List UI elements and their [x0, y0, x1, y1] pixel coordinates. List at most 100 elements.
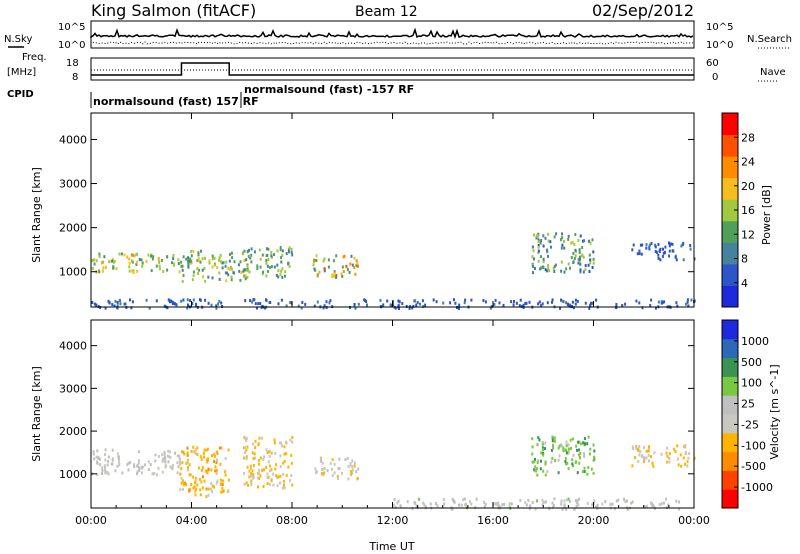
y-tick-label: 1000	[59, 266, 87, 279]
freq-label-line1: Freq.	[22, 52, 47, 63]
data-cell	[227, 448, 230, 452]
data-cell	[250, 247, 253, 251]
data-cell	[397, 303, 400, 307]
data-cell	[181, 479, 184, 483]
data-cell	[216, 458, 218, 462]
data-cell	[668, 241, 670, 245]
data-cell	[270, 451, 273, 455]
data-cell	[534, 465, 537, 469]
data-cell	[355, 259, 358, 263]
data-cell	[250, 260, 253, 264]
data-cell	[199, 493, 202, 497]
data-cell	[194, 451, 197, 455]
data-cell	[270, 250, 273, 254]
data-cell	[279, 474, 282, 478]
data-cell	[553, 436, 556, 440]
data-cell	[273, 253, 275, 257]
data-cell	[104, 306, 107, 310]
data-cell	[108, 301, 111, 305]
data-cell	[284, 270, 287, 274]
data-cell	[497, 501, 500, 505]
data-cell	[282, 479, 285, 483]
data-cell	[132, 271, 135, 275]
data-cell	[245, 436, 248, 440]
data-cell	[336, 474, 339, 478]
data-cell	[179, 488, 182, 492]
data-cell	[331, 273, 334, 277]
data-cell	[535, 236, 538, 240]
data-cell	[621, 304, 624, 307]
data-cell	[560, 246, 563, 250]
data-cell	[228, 267, 231, 271]
data-cell	[587, 435, 590, 439]
data-cell	[252, 464, 255, 467]
data-cell	[111, 259, 114, 263]
data-cell	[250, 479, 253, 483]
data-cell	[531, 501, 534, 504]
data-cell	[592, 250, 595, 254]
data-cell	[424, 303, 427, 307]
data-cell	[275, 274, 278, 277]
data-cell	[397, 299, 400, 303]
data-cell	[531, 452, 534, 456]
data-cell	[222, 489, 225, 493]
data-cell	[533, 468, 536, 472]
data-cell	[323, 257, 326, 261]
data-cell	[313, 304, 316, 308]
data-cell	[589, 447, 592, 451]
data-cell	[657, 300, 660, 304]
data-cell	[351, 263, 354, 267]
data-cell	[276, 484, 279, 488]
data-cell	[180, 299, 183, 303]
data-cell	[350, 254, 353, 258]
data-cell	[266, 253, 269, 257]
data-cell	[652, 465, 655, 468]
data-cell	[147, 253, 150, 257]
data-cell	[397, 499, 400, 503]
data-cell	[285, 304, 288, 308]
data-cell	[279, 246, 282, 249]
data-cell	[553, 265, 556, 268]
data-cell	[649, 455, 652, 459]
data-cell	[590, 301, 592, 305]
data-cell	[202, 475, 204, 479]
data-cell	[272, 472, 275, 476]
data-cell	[676, 457, 679, 461]
data-cell	[102, 266, 105, 270]
data-cell	[176, 461, 179, 465]
data-cell	[533, 460, 536, 464]
colorbar-tick-label: 12	[741, 228, 755, 241]
data-cell	[194, 480, 197, 484]
data-cell	[333, 272, 336, 276]
data-cell	[331, 474, 334, 478]
data-cell	[528, 300, 531, 304]
data-cell	[565, 462, 568, 466]
data-cell	[443, 502, 446, 506]
data-cell	[280, 444, 283, 448]
data-cell	[489, 306, 492, 310]
data-cell	[190, 250, 193, 254]
data-cell	[173, 263, 176, 267]
data-cell	[290, 461, 293, 465]
data-cell	[624, 500, 627, 503]
data-cell	[563, 505, 566, 509]
data-cell	[279, 248, 282, 252]
data-cell	[323, 304, 326, 308]
noise-tick-left-high: 10^5	[58, 22, 85, 33]
data-cell	[98, 255, 101, 259]
data-cell	[196, 259, 199, 262]
data-cell	[343, 254, 346, 258]
data-cell	[185, 257, 188, 261]
data-cell	[537, 245, 540, 249]
data-cell	[595, 505, 597, 509]
data-cell	[668, 452, 671, 456]
data-cell	[551, 501, 554, 505]
data-cell	[144, 463, 147, 467]
nave-tick-high: 60	[706, 58, 719, 69]
data-cell	[684, 451, 687, 454]
data-cell	[657, 253, 660, 257]
data-cell	[253, 452, 256, 456]
data-cell	[544, 460, 547, 464]
data-cell	[322, 473, 325, 477]
data-cell	[280, 260, 283, 264]
